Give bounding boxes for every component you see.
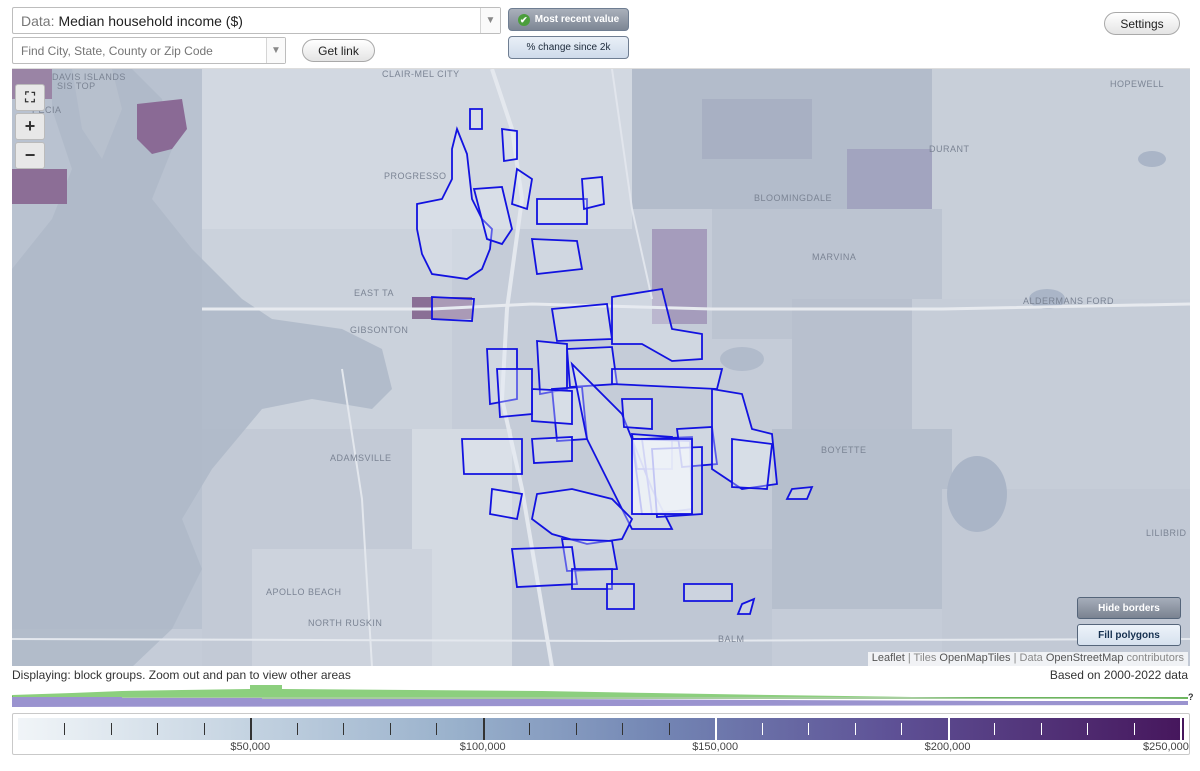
attribution-contributors: contributors (1123, 652, 1184, 664)
most-recent-value-toggle[interactable]: ✔ Most recent value (508, 8, 629, 31)
hide-borders-button[interactable]: Hide borders (1077, 597, 1181, 619)
legend-tick-label: $100,000 (459, 741, 506, 753)
data-select[interactable]: Data: Median household income ($) ▼ (12, 7, 501, 34)
legend-minor-tick (622, 723, 624, 735)
legend-minor-tick (1087, 723, 1089, 735)
place-label-clair-mel-city: CLAIR-MEL CITY (382, 69, 460, 79)
help-question-mark[interactable]: ? (1188, 692, 1194, 702)
fullscreen-icon: ⛶ (25, 89, 35, 105)
settings-button[interactable]: Settings (1104, 12, 1180, 35)
legend-major-tick (715, 718, 718, 740)
legend-minor-tick (436, 723, 438, 735)
fullscreen-button[interactable]: ⛶ (15, 84, 45, 111)
legend-minor-tick (761, 723, 763, 735)
displaying-status: Displaying: block groups. Zoom out and p… (12, 668, 351, 682)
place-label-lilibrid: LILIBRID (1146, 528, 1187, 538)
zoom-in-button[interactable]: + (15, 113, 45, 140)
place-label-davis-islands: DAVIS ISLANDS (52, 72, 126, 82)
percent-change-toggle[interactable]: % change since 2k (508, 36, 629, 59)
color-legend: $50,000 $100,000 $150,000 $200,000 $250,000 (12, 713, 1190, 755)
openstreetmap-link[interactable]: OpenStreetMap (1045, 652, 1124, 664)
leaflet-link[interactable]: Leaflet (871, 652, 905, 664)
place-label-boyette: BOYETTE (821, 445, 867, 455)
toolbar: Data: Median household income ($) ▼ ▼ Ge… (0, 0, 1200, 68)
place-label-apollo-beach: APOLLO BEACH (266, 587, 342, 597)
place-label-gibsonton: GIBSONTON (350, 325, 409, 335)
place-label-pecia: PECIA (32, 105, 62, 115)
place-label-durant: DURANT (929, 144, 970, 154)
most-recent-value-label: Most recent value (534, 14, 620, 25)
chevron-down-icon[interactable]: ▼ (480, 8, 500, 33)
zoom-out-button[interactable]: − (15, 142, 45, 169)
legend-tick-label: $150,000 (692, 741, 739, 753)
place-label-marvina: MARVINA (812, 252, 857, 262)
legend-minor-tick (64, 723, 66, 735)
based-on-status: Based on 2000-2022 data (1049, 668, 1188, 682)
legend-gradient (18, 718, 1184, 740)
get-link-button[interactable]: Get link (302, 39, 375, 62)
legend-minor-tick (529, 723, 531, 735)
chevron-down-icon[interactable]: ▼ (266, 38, 285, 63)
legend-major-tick (250, 718, 253, 740)
legend-minor-tick (668, 723, 670, 735)
legend-major-tick (1180, 718, 1182, 740)
place-label-adamsville: ADAMSVILLE (330, 453, 392, 463)
legend-minor-tick (157, 723, 159, 735)
place-label-east-tampa: EAST TA (354, 288, 395, 298)
legend-minor-tick (296, 723, 298, 735)
place-label-progresso: PROGRESSO (384, 171, 447, 181)
legend-minor-tick (575, 723, 577, 735)
location-search-input[interactable] (12, 37, 286, 64)
place-label-bloomingdale: BLOOMINGDALE (754, 193, 833, 203)
data-select-value: Median household income ($) (58, 12, 243, 29)
fill-polygons-button[interactable]: Fill polygons (1077, 624, 1181, 646)
data-select-prefix: Data: (21, 12, 55, 29)
legend-minor-tick (808, 723, 810, 735)
attribution-sep-2: | Data (1010, 652, 1046, 664)
legend-minor-tick (343, 723, 345, 735)
place-label-balm: BALM (718, 634, 745, 644)
place-label-hopewell: HOPEWELL (1110, 79, 1165, 89)
legend-minor-tick (1040, 723, 1042, 735)
legend-tick-label: $200,000 (924, 741, 971, 753)
legend-tick-label: $250,000 (1143, 741, 1189, 753)
legend-minor-tick (994, 723, 996, 735)
map-view[interactable]: DAVIS ISLANDS SIS TOP PECIA CLAIR-MEL CI… (12, 68, 1190, 666)
legend-tick-label: $50,000 (230, 741, 271, 753)
legend-major-tick (947, 718, 950, 740)
legend-minor-tick (203, 723, 205, 735)
legend-minor-tick (901, 723, 903, 735)
openmaptiles-link[interactable]: OpenMapTiles (939, 652, 1011, 664)
legend-minor-tick (389, 723, 391, 735)
legend-minor-tick (1133, 723, 1135, 735)
place-label-aldermans-ford: ALDERMANS FORD (1023, 296, 1115, 306)
checkmark-icon: ✔ (517, 13, 530, 26)
legend-major-tick (482, 718, 485, 740)
attribution-sep-1: | Tiles (904, 652, 940, 664)
legend-minor-tick (854, 723, 856, 735)
map-attribution: Leaflet | Tiles OpenMapTiles | Data Open… (867, 652, 1188, 666)
place-label-north-ruskin: NORTH RUSKIN (308, 618, 383, 628)
place-label-sis-top: SIS TOP (57, 81, 96, 91)
map-canvas (12, 69, 1190, 666)
distribution-histogram (12, 685, 1188, 707)
legend-minor-tick (110, 723, 112, 735)
